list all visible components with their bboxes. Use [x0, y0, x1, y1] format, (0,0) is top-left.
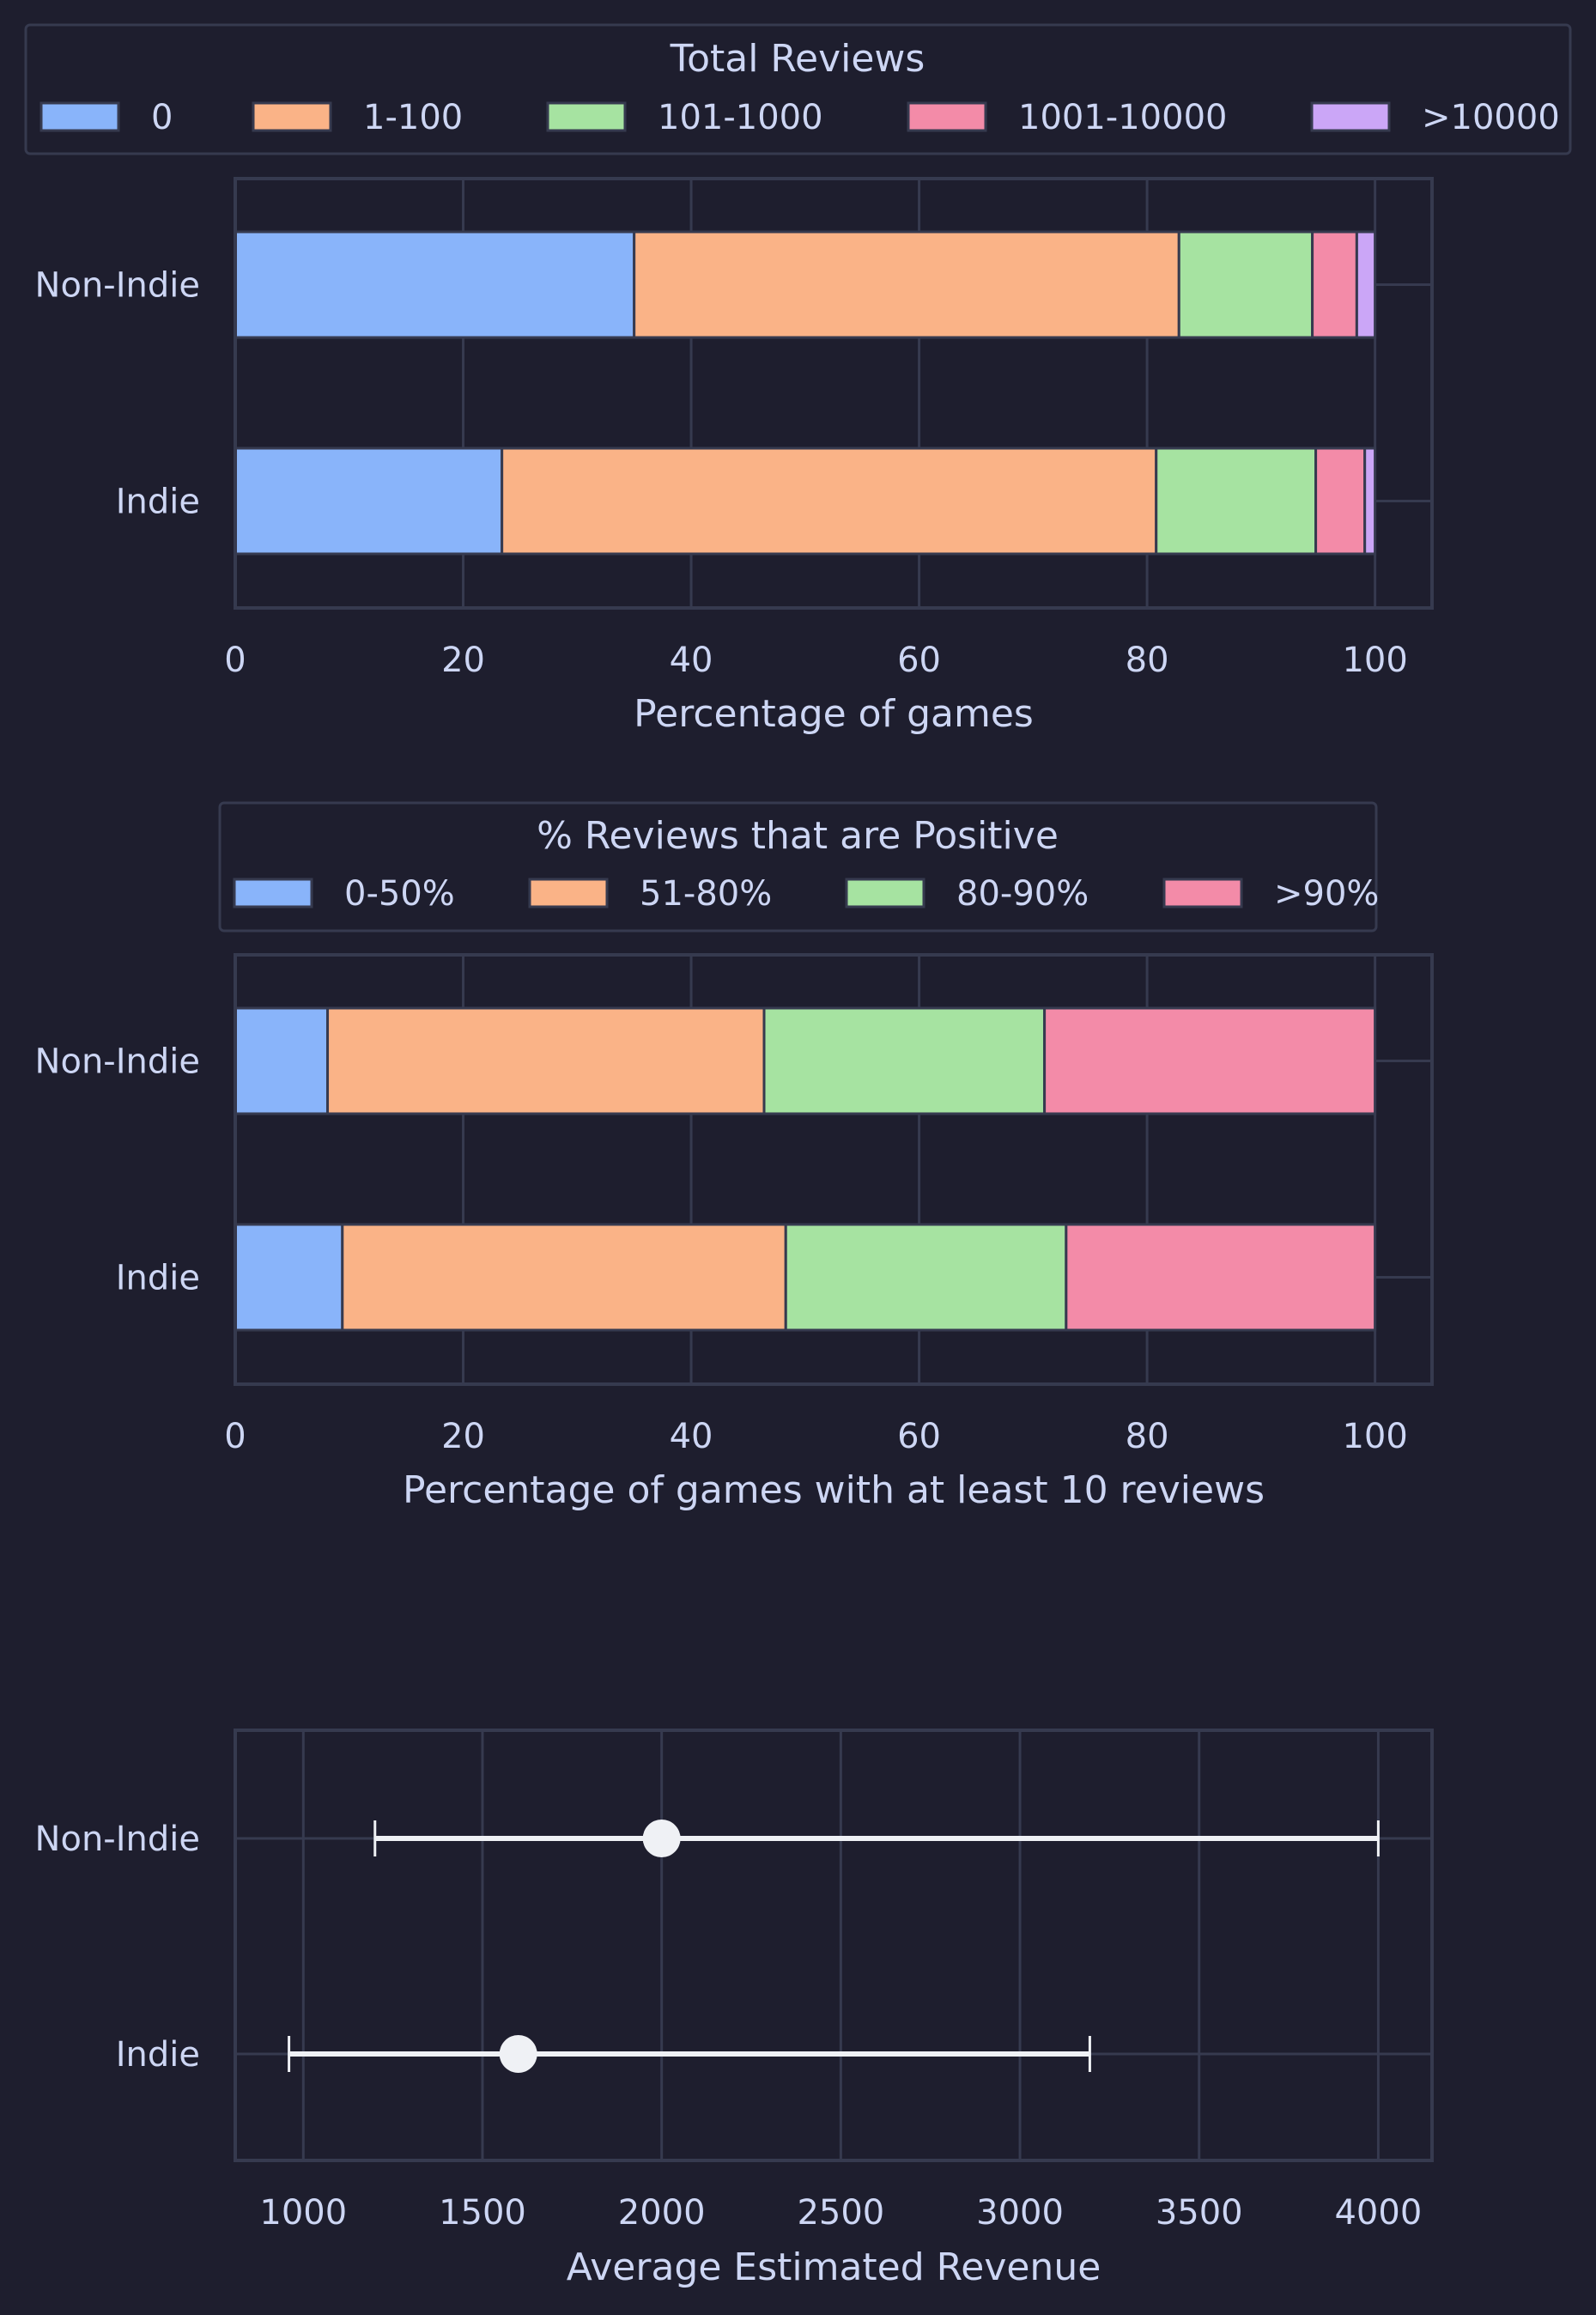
legend-label: 0-50%	[344, 874, 455, 914]
legend-item-90: >90%	[1162, 874, 1379, 914]
legend-label: >10000	[1422, 98, 1560, 137]
y-tick-label: Non-Indie	[35, 1042, 200, 1082]
bar-segment-90	[1043, 1006, 1377, 1115]
bar-segment-51-80	[341, 1223, 787, 1332]
plot-area-average-revenue	[234, 1729, 1434, 2162]
x-axis-label: Percentage of games with at least 10 rev…	[403, 1468, 1265, 1512]
legend-swatch	[546, 101, 627, 132]
legend-swatch	[528, 878, 609, 908]
legend-label: 0	[151, 98, 173, 137]
plot-frame	[234, 177, 1434, 610]
plot-frame	[234, 953, 1434, 1386]
legend-swatch	[39, 101, 120, 132]
legend-item-0: 0	[39, 98, 173, 137]
legend-box	[24, 23, 1572, 155]
bar-row-indie	[234, 447, 1377, 556]
legend-swatch	[1162, 878, 1243, 908]
bar-segment-90	[1065, 1223, 1377, 1332]
bar-segment-80-90	[784, 1223, 1068, 1332]
x-tick-label: 100	[1342, 641, 1407, 680]
x-tick-label: 80	[1126, 1417, 1169, 1456]
legend-swatch	[845, 878, 925, 908]
data-point	[499, 2035, 537, 2073]
bar-segment-1001-10000	[1314, 447, 1367, 556]
chart-positive-reviews: % Reviews that are Positive 0-50% 51-80% 8…	[35, 801, 1434, 1512]
bar-segment-1-100	[501, 447, 1158, 556]
bar-segment-10000	[1355, 230, 1377, 339]
bar-segment-1001-10000	[1311, 230, 1358, 339]
legend-title: % Reviews that are Positive	[537, 814, 1059, 858]
legend-item-51-80: 51-80%	[528, 874, 772, 914]
bar-segment-101-1000	[1155, 447, 1318, 556]
legend-item-101-1000: 101-1000	[546, 98, 823, 137]
x-axis-label: Average Estimated Revenue	[567, 2245, 1101, 2289]
chart-average-revenue: Non-Indie Indie 1000 1500 2000 2500 3000 3500 4…	[35, 1729, 1434, 2289]
x-tick-label: 60	[897, 1417, 941, 1456]
x-tick-label: 60	[897, 641, 941, 680]
legend-label: 80-90%	[956, 874, 1089, 914]
legend-item-0-50: 0-50%	[233, 874, 455, 914]
x-tick-label: 1000	[259, 2193, 347, 2233]
bar-segment-80-90	[762, 1006, 1047, 1115]
legend-label: 1001-10000	[1018, 98, 1227, 137]
chart-total-reviews: Total Reviews 0 1-100 101-1000 1001-10000 >1…	[24, 23, 1572, 736]
x-tick-label: 4000	[1334, 2193, 1422, 2233]
x-tick-label: 40	[670, 1417, 713, 1456]
x-tick-label: 20	[441, 641, 485, 680]
legend-swatch	[907, 101, 987, 132]
bar-segment-10000	[1363, 447, 1377, 556]
x-tick-label: 3500	[1156, 2193, 1243, 2233]
plot-area-positive-reviews	[234, 953, 1434, 1386]
x-tick-label: 1500	[439, 2193, 526, 2233]
bar-segment-0	[234, 230, 636, 339]
x-axis-label: Percentage of games	[634, 692, 1034, 736]
legend-box	[218, 801, 1378, 933]
bar-segment-1-100	[633, 230, 1180, 339]
legend-label: 101-1000	[658, 98, 823, 137]
x-tick-label: 0	[224, 1417, 246, 1456]
errorbar-non-indie	[373, 1820, 1380, 1857]
y-tick-label: Indie	[116, 483, 200, 522]
x-tick-label: 80	[1126, 641, 1169, 680]
legend-item-10000: >10000	[1310, 98, 1560, 137]
x-tick-label: 2500	[797, 2193, 884, 2233]
bar-segment-0-50	[234, 1223, 344, 1332]
x-tick-label: 3000	[976, 2193, 1064, 2233]
y-tick-label: Indie	[116, 1259, 200, 1298]
legend-swatch	[1310, 101, 1391, 132]
x-tick-label: 2000	[618, 2193, 706, 2233]
bar-segment-101-1000	[1177, 230, 1314, 339]
legend-positive-reviews: % Reviews that are Positive 0-50% 51-80% 8…	[218, 801, 1379, 933]
plot-frame	[234, 1729, 1434, 2162]
legend-item-1001-10000: 1001-10000	[907, 98, 1227, 137]
y-tick-label: Non-Indie	[35, 1820, 200, 1859]
bar-segment-0-50	[234, 1006, 330, 1115]
y-tick-label: Indie	[116, 2035, 200, 2075]
data-point	[642, 1820, 681, 1857]
legend-item-1-100: 1-100	[252, 98, 463, 137]
x-tick-label: 20	[441, 1417, 485, 1456]
legend-swatch	[252, 101, 332, 132]
errorbar-indie	[288, 2035, 1091, 2073]
bar-segment-51-80	[326, 1006, 766, 1115]
legend-label: 51-80%	[640, 874, 772, 914]
bar-row-non-indie	[234, 230, 1377, 339]
legend-title: Total Reviews	[670, 37, 925, 81]
bar-row-non-indie	[234, 1006, 1377, 1115]
legend-label: 1-100	[363, 98, 463, 137]
x-tick-label: 0	[224, 641, 246, 680]
y-tick-label: Non-Indie	[35, 266, 200, 306]
legend-swatch	[233, 878, 313, 908]
x-tick-label: 40	[670, 641, 713, 680]
bar-segment-0	[234, 447, 504, 556]
legend-label: >90%	[1274, 874, 1379, 914]
x-tick-label: 100	[1342, 1417, 1407, 1456]
legend-item-80-90: 80-90%	[845, 874, 1089, 914]
bar-row-indie	[234, 1223, 1377, 1332]
plot-area-total-reviews	[234, 177, 1434, 610]
legend-total-reviews: Total Reviews 0 1-100 101-1000 1001-10000 >1…	[24, 23, 1572, 155]
